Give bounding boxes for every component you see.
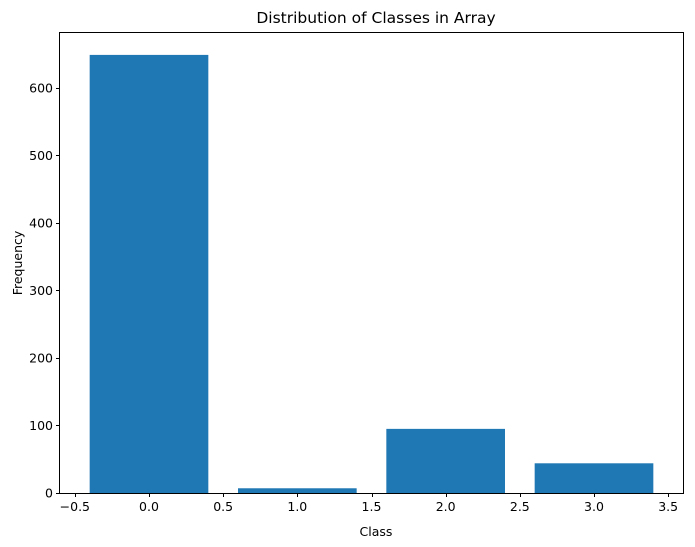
x-tick-label: 2.5 — [510, 499, 530, 514]
chart-title: Distribution of Classes in Array — [256, 9, 495, 27]
y-axis-label: Frequency — [10, 230, 25, 295]
x-axis-ticks: −0.5 0.0 0.5 1.0 1.5 2.0 2.5 3.0 3.5 — [60, 493, 678, 514]
y-tick-label: 100 — [29, 418, 53, 433]
bars-group — [89, 54, 654, 494]
bar-class-1 — [238, 488, 357, 493]
x-tick-label: 0.0 — [139, 499, 159, 514]
y-tick-label: 400 — [29, 215, 53, 230]
y-tick-label: 200 — [29, 350, 53, 365]
y-tick-label: 500 — [29, 148, 53, 163]
plot-frame — [59, 32, 684, 494]
x-tick-label: 0.5 — [213, 499, 233, 514]
x-tick-label: 1.5 — [362, 499, 382, 514]
x-tick-label: 1.0 — [287, 499, 307, 514]
bar-class-0 — [89, 54, 209, 494]
y-tick-label: 300 — [29, 283, 53, 298]
x-tick-label: 2.0 — [436, 499, 456, 514]
x-axis-label: Class — [360, 524, 393, 539]
bar-class-3 — [534, 463, 654, 493]
y-tick-label: 0 — [45, 486, 53, 501]
y-axis-ticks: 0 100 200 300 400 500 600 — [29, 80, 60, 501]
x-tick-label: 3.0 — [584, 499, 604, 514]
x-tick-label: −0.5 — [60, 499, 90, 514]
bar-class-2 — [386, 428, 505, 493]
y-tick-label: 600 — [29, 80, 53, 95]
x-tick-label: 3.5 — [658, 499, 678, 514]
